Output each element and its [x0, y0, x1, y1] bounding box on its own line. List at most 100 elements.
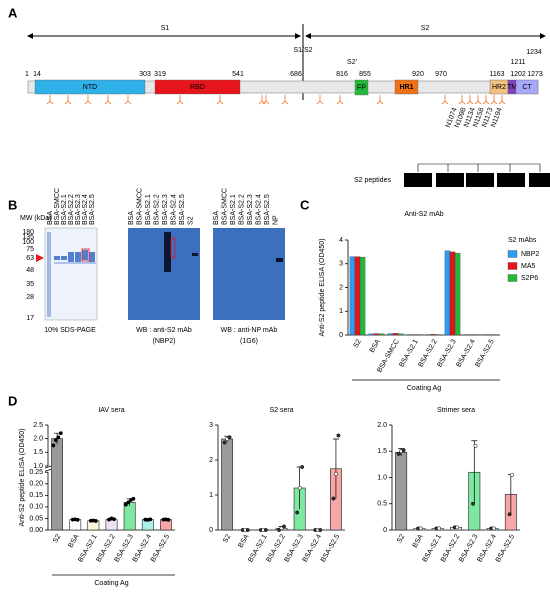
peptide-label: S2.1	[411, 177, 426, 184]
data-point	[491, 526, 496, 531]
x-tick-label: BSA	[237, 533, 250, 549]
lane-label: BSA	[213, 211, 220, 225]
blot-band	[192, 253, 198, 256]
data-point	[227, 435, 232, 440]
y-tick-label: 4	[339, 237, 343, 244]
y-tick-label: 2.0	[377, 422, 387, 429]
data-point	[112, 517, 116, 522]
data-point	[336, 433, 341, 438]
legend-title: S2 mAbs	[508, 237, 537, 244]
cleavage-label: S1/S2	[293, 47, 312, 54]
y-tick-label: 0	[209, 527, 213, 534]
gel-bands	[47, 232, 96, 317]
blot-caption: 10% SDS-PAGE	[44, 327, 96, 334]
bar	[373, 333, 380, 336]
x-tick-label: BSA	[369, 338, 382, 354]
glycan	[441, 95, 449, 105]
mw-label: 17	[26, 315, 34, 322]
glycan	[258, 95, 266, 105]
error-bar	[471, 440, 478, 504]
data-point	[126, 500, 131, 505]
glycan	[498, 95, 506, 105]
lane-label: BSA-S2.1	[230, 194, 237, 225]
data-point	[401, 448, 406, 453]
peptide-box	[404, 173, 432, 187]
domain-label: HR2	[492, 84, 506, 91]
bar	[392, 333, 399, 336]
y-tick-label: 1.5	[33, 449, 43, 456]
blot-caption: WB : anti-S2 mAb	[136, 327, 192, 334]
position-label: 1273	[527, 71, 543, 78]
domain	[34, 79, 146, 95]
peptide-label: S2.3	[473, 177, 488, 184]
x-tick-label: BSA-S2.5	[474, 338, 495, 368]
data-point	[75, 517, 80, 522]
bar	[359, 256, 366, 336]
mw-label: 63	[26, 255, 34, 262]
legend-swatch	[507, 262, 518, 270]
red-arrow	[36, 254, 44, 262]
legend-swatch	[507, 250, 518, 258]
lane-label: BSA-S2.5	[264, 194, 271, 225]
x-tick-label: S2	[222, 533, 232, 544]
domain-label: NTD	[83, 84, 97, 91]
x-tick-label: S2	[52, 533, 62, 544]
x-tick-label: S2	[352, 338, 362, 349]
x-tick-label: BSA-S2.4	[455, 338, 476, 368]
data-point	[222, 440, 227, 445]
mw-label: 180	[22, 229, 34, 236]
data-point	[166, 517, 171, 522]
domain	[354, 79, 369, 96]
lane-label: BSA-S2.4	[170, 194, 177, 225]
peptide-label: S2.4	[504, 177, 519, 184]
region-label: S2	[421, 25, 430, 32]
position-label: 1211	[510, 59, 525, 66]
glycan	[176, 95, 184, 105]
bar	[449, 251, 456, 336]
blot-band	[164, 232, 171, 272]
glycan	[490, 95, 498, 105]
panel-label: B	[8, 197, 17, 212]
y-axis-label: Anti-S2 peptide ELISA (OD450)	[19, 428, 26, 526]
x-tick-label: BSA	[67, 533, 80, 549]
mw-title: MW (kDa)	[20, 215, 52, 222]
y-tick-label: 1.0	[377, 474, 387, 481]
lane-label: BSA-S2.5	[179, 194, 186, 225]
lane-label: BSA-S2.5	[89, 194, 96, 225]
bar	[221, 438, 233, 531]
glycan	[281, 95, 289, 105]
lane-label: BSA-S2.3	[162, 194, 169, 225]
glycan	[84, 95, 92, 105]
position-label: 319	[154, 71, 166, 78]
lane-label: BSA-S2.3	[75, 194, 82, 225]
position-label: 1163	[489, 71, 504, 78]
x-tick-label: S2	[396, 533, 406, 544]
axis-break	[44, 465, 52, 472]
x-axis-label: Coating Ag	[94, 580, 128, 587]
highlight-box	[81, 248, 90, 262]
bar	[368, 333, 375, 336]
chart-title: S2 sera	[269, 407, 293, 414]
y-tick-label: 1.0	[33, 463, 43, 470]
position-label: 14	[33, 71, 41, 78]
mw-label: 100	[22, 239, 34, 246]
cleavage-label: S2'	[347, 59, 357, 66]
y-tick-label: 1	[209, 492, 213, 499]
y-tick-label: 2	[209, 457, 213, 464]
data-point	[56, 435, 61, 440]
data-point	[396, 451, 401, 456]
data-point	[53, 438, 58, 442]
glycan	[104, 95, 112, 105]
lane-label: BSA-SMCC	[54, 188, 61, 225]
lane-label: BSA-S2.4	[82, 194, 89, 225]
x-tick-label: BSA-S2.5	[320, 533, 341, 563]
glycan	[466, 95, 474, 105]
bar	[430, 334, 437, 336]
data-point	[471, 501, 475, 506]
position-label: 920	[412, 71, 424, 78]
data-point	[58, 431, 63, 436]
data-point	[418, 526, 423, 531]
chart-title: Strimer sera	[437, 407, 475, 414]
domain-label: RBD	[190, 84, 205, 91]
